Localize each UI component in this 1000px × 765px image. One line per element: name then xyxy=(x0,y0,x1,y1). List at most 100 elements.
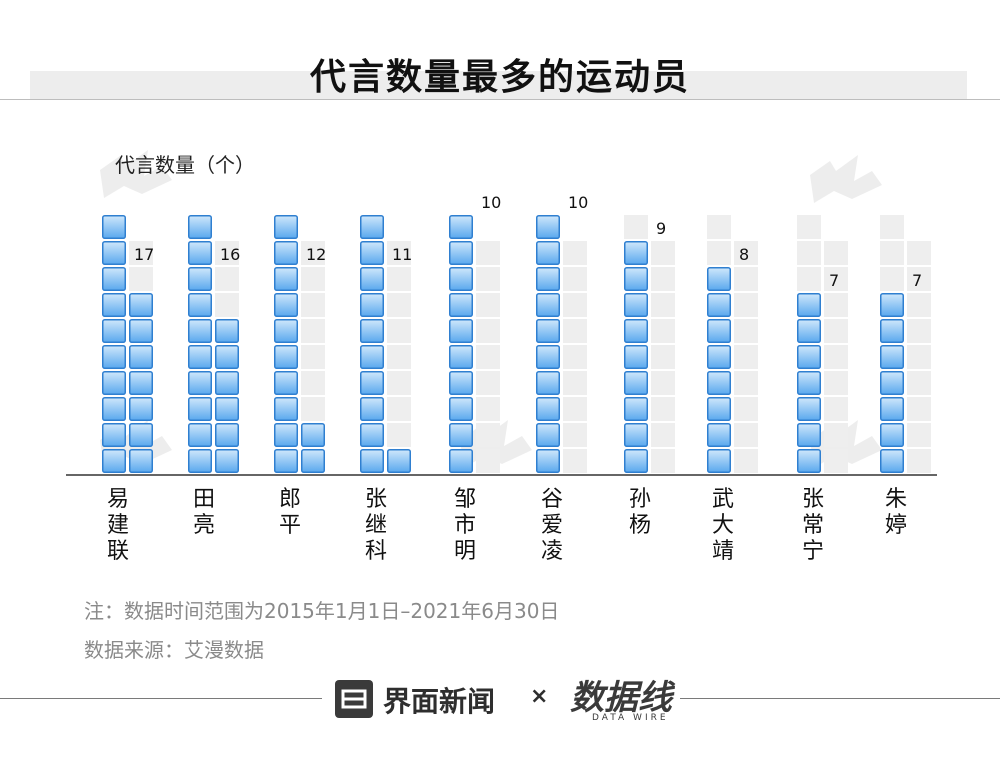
bar-block xyxy=(274,267,298,291)
bar-block xyxy=(360,345,384,369)
data-label: 17 xyxy=(134,245,154,264)
empty-cell xyxy=(824,449,848,473)
empty-cell xyxy=(476,345,500,369)
bar-block xyxy=(536,215,560,239)
bar-block xyxy=(797,397,821,421)
bar-group xyxy=(707,215,758,473)
bar-block xyxy=(274,319,298,343)
empty-cell xyxy=(824,397,848,421)
empty-cell xyxy=(563,371,587,395)
empty-cell xyxy=(707,215,731,239)
title-rule xyxy=(0,99,1000,100)
empty-cell xyxy=(651,345,675,369)
bar-block xyxy=(102,397,126,421)
bar-block xyxy=(188,241,212,265)
bar-group xyxy=(360,215,411,473)
bar-block xyxy=(536,319,560,343)
empty-cell xyxy=(907,397,931,421)
bar-group xyxy=(797,215,848,473)
bar-block xyxy=(624,371,648,395)
empty-cell xyxy=(824,371,848,395)
bar-block xyxy=(274,215,298,239)
empty-cell xyxy=(387,293,411,317)
bar-block xyxy=(188,423,212,447)
bar-block xyxy=(880,319,904,343)
category-label: 武大靖 xyxy=(712,487,734,564)
bar-block xyxy=(797,423,821,447)
bar-block xyxy=(536,449,560,473)
bar-block xyxy=(880,449,904,473)
bar-group xyxy=(624,215,675,473)
empty-cell xyxy=(476,267,500,291)
bar-block xyxy=(536,423,560,447)
bar-block xyxy=(624,449,648,473)
bar-block xyxy=(536,241,560,265)
empty-cell xyxy=(651,241,675,265)
bar-block xyxy=(215,319,239,343)
bar-block xyxy=(360,423,384,447)
footer-line-right xyxy=(680,698,1000,699)
category-label: 张继科 xyxy=(365,487,387,564)
empty-cell xyxy=(476,371,500,395)
empty-cell xyxy=(651,267,675,291)
bar-block xyxy=(360,371,384,395)
bar-block xyxy=(707,449,731,473)
data-label: 7 xyxy=(912,271,922,290)
bar-block xyxy=(215,345,239,369)
empty-cell xyxy=(907,371,931,395)
empty-cell xyxy=(797,215,821,239)
empty-cell xyxy=(880,267,904,291)
bar-block xyxy=(360,293,384,317)
bar-block xyxy=(707,423,731,447)
bar-block xyxy=(215,449,239,473)
bar-block xyxy=(188,449,212,473)
bar-block xyxy=(624,397,648,421)
bar-block xyxy=(102,215,126,239)
bar-block xyxy=(449,397,473,421)
brand-name: 界面新闻 xyxy=(383,685,496,718)
empty-cell xyxy=(563,345,587,369)
bar-block xyxy=(387,449,411,473)
bar-block xyxy=(624,319,648,343)
empty-cell xyxy=(907,267,931,291)
empty-cell xyxy=(651,397,675,421)
bar-block xyxy=(129,449,153,473)
empty-cell xyxy=(824,319,848,343)
bar-block xyxy=(624,423,648,447)
bar-block xyxy=(624,293,648,317)
note-date-range: 注：数据时间范围为2015年1月1日–2021年6月30日 xyxy=(84,599,560,623)
empty-cell xyxy=(563,319,587,343)
empty-cell xyxy=(734,267,758,291)
bars-layer xyxy=(102,215,931,473)
empty-cell xyxy=(624,215,648,239)
empty-cell xyxy=(824,267,848,291)
bar-block xyxy=(129,423,153,447)
empty-cell xyxy=(797,267,821,291)
category-label: 张常宁 xyxy=(802,487,824,564)
bar-group xyxy=(102,215,153,473)
bar-group xyxy=(274,215,325,473)
empty-cell xyxy=(563,293,587,317)
empty-cell xyxy=(563,449,587,473)
bar-block xyxy=(102,345,126,369)
empty-cell xyxy=(651,293,675,317)
bar-block xyxy=(536,345,560,369)
empty-cell xyxy=(734,293,758,317)
bar-block xyxy=(102,293,126,317)
empty-cell xyxy=(734,423,758,447)
bar-group xyxy=(536,215,587,473)
bar-block xyxy=(880,293,904,317)
bar-block xyxy=(274,371,298,395)
empty-cell xyxy=(301,397,325,421)
bar-block xyxy=(536,371,560,395)
bar-block xyxy=(360,449,384,473)
empty-cell xyxy=(476,293,500,317)
bar-block xyxy=(188,397,212,421)
bar-block xyxy=(129,319,153,343)
empty-cell xyxy=(907,423,931,447)
empty-cell xyxy=(734,449,758,473)
labels-layer: 17 易建联 16 田亮 12 郎平 11 张继科 10 邹市明 10 谷爱凌 9 孙杨 8 武大靖 7 张常宁 7… xyxy=(107,193,922,564)
bar-block xyxy=(449,345,473,369)
data-label: 9 xyxy=(656,219,666,238)
datawire-logo-sub: DATA WIRE xyxy=(592,713,669,723)
